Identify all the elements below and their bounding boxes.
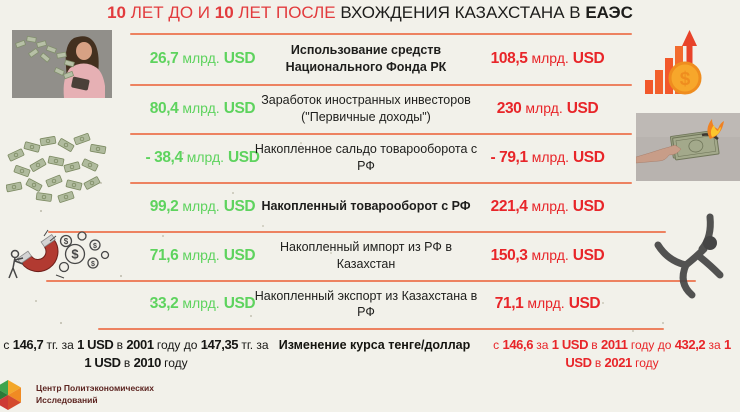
dollar-glyph: $ (93, 243, 97, 250)
dollar-glyph: $ (91, 261, 95, 268)
row-label: Накопленное сальдо товарооборота с РФ (254, 142, 478, 173)
dollar-glyph: $ (71, 247, 79, 262)
row-label: Заработок иностранных инвесторов ("Перви… (261, 93, 471, 124)
burning-dollar-photo (635, 113, 740, 181)
value-before: 33,2 млрд. USD (149, 295, 256, 312)
divider-line (130, 84, 632, 86)
falling-man-sketch (650, 203, 738, 306)
logo: Центр Политэкономических Исследований (0, 378, 240, 412)
row-label: Накопленный экспорт из Казахстана в РФ (254, 288, 478, 319)
divider-line (46, 280, 696, 282)
growth-chart-coin-icon: $ (644, 28, 702, 98)
divider-line (130, 33, 632, 35)
page-title: 10 ЛЕТ ДО И 10 ЛЕТ ПОСЛЕ ВХОЖДЕНИЯ КАЗАХ… (107, 3, 633, 22)
divider-line (130, 133, 632, 135)
divider-line (98, 328, 664, 330)
row-label: Использование средств Национального Фонд… (285, 43, 447, 74)
value-after: - 79,1 млрд. USD (490, 148, 605, 166)
hexagon-logo-icon (0, 379, 27, 411)
value-after: 230 млрд. USD (496, 99, 599, 117)
value-after: 221,4 млрд. USD (490, 197, 605, 215)
dollar-glyph: $ (680, 69, 691, 90)
divider-line (48, 231, 666, 233)
row-label: Накопленный товарооборот с РФ (261, 199, 471, 214)
value-before: - 38,4 млрд. USD (145, 148, 260, 166)
woman-losing-money-photo (12, 30, 112, 98)
background-speckles (0, 0, 2, 2)
value-after: 150,3 млрд. USD (490, 246, 605, 264)
table-row: 99,2 млрд. USD Накопленный товарооборот с … (0, 182, 740, 231)
exchange-rate-label: Изменение курса тенге/доллар (278, 338, 471, 352)
dollar-bills-rain-illustration (5, 127, 116, 207)
row-label: Накопленный импорт из РФ в Казахстан (280, 240, 452, 271)
value-after: 71,1 млрд. USD (494, 295, 601, 312)
value-before: 99,2 млрд. USD (149, 197, 256, 215)
table-row: - 38,4 млрд. USD Накопленное сальдо товаро… (0, 133, 740, 182)
magnet-attracting-coins-doodle: $ $ $ $ (2, 227, 114, 291)
value-before: 80,4 млрд. USD (149, 99, 256, 117)
divider-line (130, 182, 632, 184)
exchange-rate-before: с 146,7 тг. за 1 USD в 2001 году до 147,… (3, 337, 269, 370)
value-before: 71,6 млрд. USD (149, 246, 256, 264)
dollar-glyph: $ (64, 237, 69, 246)
exchange-rate-after: с 146,6 за 1 USD в 2011 году до 432,2 за… (493, 337, 731, 370)
table-row: 80,4 млрд. USD Заработок иностранных инвес… (0, 84, 740, 133)
table-row: 26,7 млрд. USD Использование средств Нацио… (0, 33, 740, 84)
table-row: 33,2 млрд. USD Накопленный экспорт из Каза… (0, 280, 740, 328)
table-row: 71,6 млрд. USD Накопленный импорт из РФ в … (0, 231, 740, 280)
value-before: 26,7 млрд. USD (149, 49, 256, 67)
value-after: 108,5 млрд. USD (490, 49, 605, 67)
logo-text: Центр Политэкономических Исследований (36, 383, 155, 406)
